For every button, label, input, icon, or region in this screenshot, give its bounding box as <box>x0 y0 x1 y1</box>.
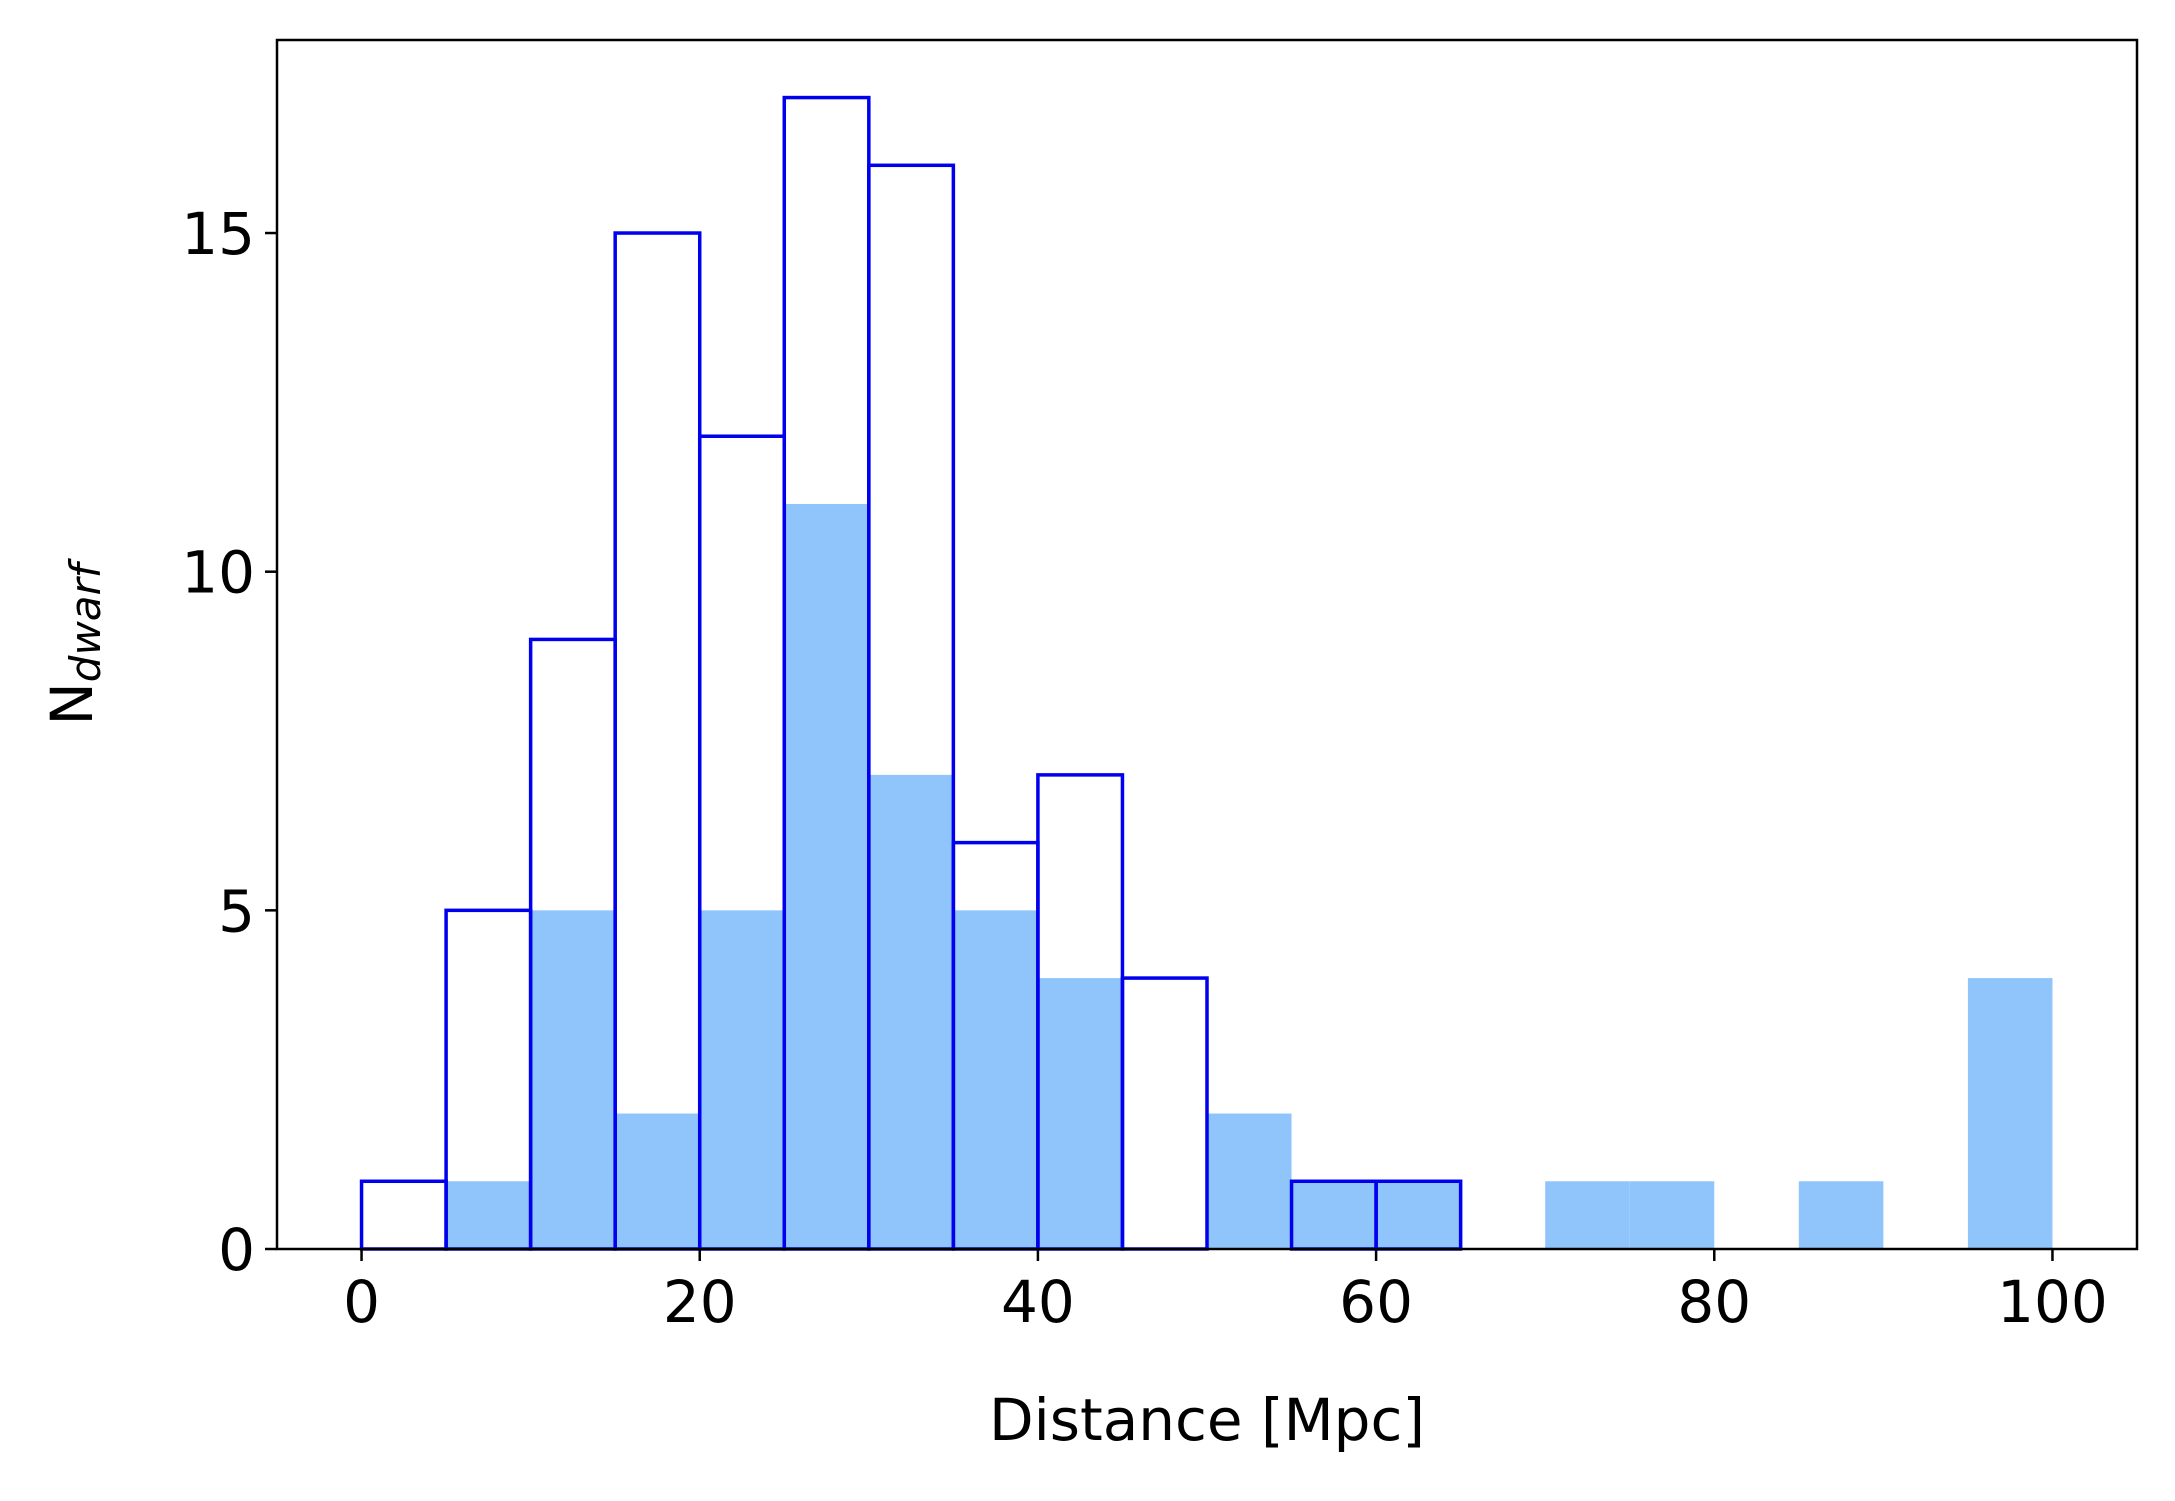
x-axis-ticks: 0 20 40 60 80 100 <box>343 1249 2108 1336</box>
outline-bar <box>1120 976 1209 1251</box>
x-tick-label: 100 <box>1997 1268 2108 1336</box>
filled-bar <box>1967 978 2053 1249</box>
x-tick-label: 0 <box>343 1268 380 1336</box>
x-tick-label: 40 <box>1001 1268 1075 1336</box>
y-tick-label: 0 <box>218 1216 255 1284</box>
filled-bar <box>1207 1113 1292 1249</box>
filled-bar <box>446 1181 531 1249</box>
y-tick-label: 10 <box>181 539 255 607</box>
x-axis-label: Distance [Mpc] <box>989 1386 1425 1454</box>
filled-bar <box>1291 1181 1377 1249</box>
filled-bar <box>530 910 616 1249</box>
filled-bar <box>615 1113 700 1249</box>
y-axis-label-main: N <box>38 682 106 725</box>
filled-bar <box>784 503 869 1249</box>
outline-bar <box>359 1179 448 1251</box>
filled-bar <box>1629 1181 1715 1249</box>
filled-histogram-series <box>446 503 2053 1249</box>
filled-bar <box>1376 1181 1461 1249</box>
filled-bar <box>1545 1181 1630 1249</box>
x-tick-label: 60 <box>1339 1268 1413 1336</box>
y-tick-label: 5 <box>218 877 255 945</box>
y-axis-label-subscript: dwarf <box>61 557 110 682</box>
axes-frame <box>275 38 2139 1251</box>
filled-bar <box>953 910 1038 1249</box>
y-tick-label: 15 <box>181 200 255 268</box>
y-axis-label: Ndwarf <box>38 557 110 725</box>
x-tick-label: 80 <box>1677 1268 1751 1336</box>
filled-bar <box>1037 978 1123 1249</box>
outline-bar <box>613 231 702 1251</box>
y-axis-ticks: 0 5 10 15 <box>181 200 277 1284</box>
filled-bar <box>699 910 785 1249</box>
filled-bar <box>1798 1181 1884 1249</box>
x-tick-label: 20 <box>663 1268 737 1336</box>
filled-bar <box>868 774 954 1249</box>
